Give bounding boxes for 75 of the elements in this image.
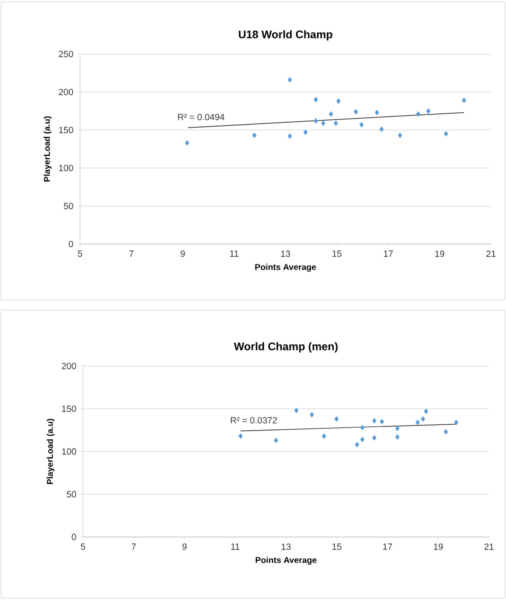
x-tick-label: 7 [132,544,136,550]
point [426,108,430,114]
chart-title: World Champ (men) [234,342,338,352]
point [379,126,384,132]
point [372,435,376,441]
point [336,98,341,104]
annotation: R² = 0.0372 [230,417,277,424]
x-tick-label: 9 [182,544,187,550]
point [274,438,278,444]
point [416,111,420,117]
point [395,434,400,440]
chart-title: U18 World Champ [238,30,332,40]
point [184,140,190,146]
x-tick-label: 19 [434,544,443,550]
point [303,129,308,136]
point [334,120,338,126]
point [380,418,384,424]
point [454,420,458,426]
y-tick-label: 150 [62,406,76,412]
point [360,424,365,430]
point [416,420,420,426]
y-tick-label: 150 [59,126,74,134]
point [310,412,314,418]
point [252,132,257,138]
point [444,429,448,435]
point [314,96,318,102]
point [354,108,358,115]
x-tick-label: 15 [332,544,342,550]
point [288,77,292,83]
point [322,433,326,439]
point [359,122,364,128]
y-tick-label: 100 [62,448,76,455]
y-axis-title: PlayerLoad (a.u) [44,116,52,182]
point [321,120,326,126]
x-tick-label: 17 [383,544,392,550]
x-tick-label: 5 [78,250,82,257]
point [444,131,448,137]
x-axis-title: Points Average [256,556,316,565]
y-tick-label: 50 [64,202,74,210]
y-tick-label: 200 [62,362,76,370]
point [374,110,380,116]
x-tick-label: 11 [231,544,240,550]
x-tick-label: 15 [332,250,342,257]
point [395,426,400,432]
x-tick-label: 5 [80,544,86,550]
y-tick-label: 100 [59,164,74,172]
x-tick-label: 7 [129,250,134,257]
x-tick-label: 9 [180,250,185,257]
y-tick-label: 50 [66,491,76,498]
point [424,408,428,414]
y-tick-label: 0 [72,534,76,540]
point [462,98,466,104]
point [398,132,402,138]
x-tick-label: 17 [384,250,393,257]
point [354,442,360,448]
point [360,436,365,442]
x-tick-label: 13 [281,250,290,257]
x-tick-label: 13 [282,544,291,550]
x-tick-label: 21 [486,250,496,257]
point [314,118,318,124]
x-tick-label: 11 [230,250,238,257]
point [420,416,426,422]
x-axis-title: Points Average [255,264,316,272]
point [294,408,299,414]
y-tick-label: 250 [58,50,74,58]
point [334,416,339,422]
y-axis-title: PlayerLoad (a.u) [46,418,55,484]
point [288,133,292,139]
point [328,111,334,117]
x-tick-label: 21 [484,544,494,550]
y-tick-label: 0 [68,240,74,248]
annotation: R² = 0.0494 [178,114,224,120]
point [238,433,243,439]
y-tick-label: 200 [58,88,74,96]
x-tick-label: 19 [435,250,444,257]
